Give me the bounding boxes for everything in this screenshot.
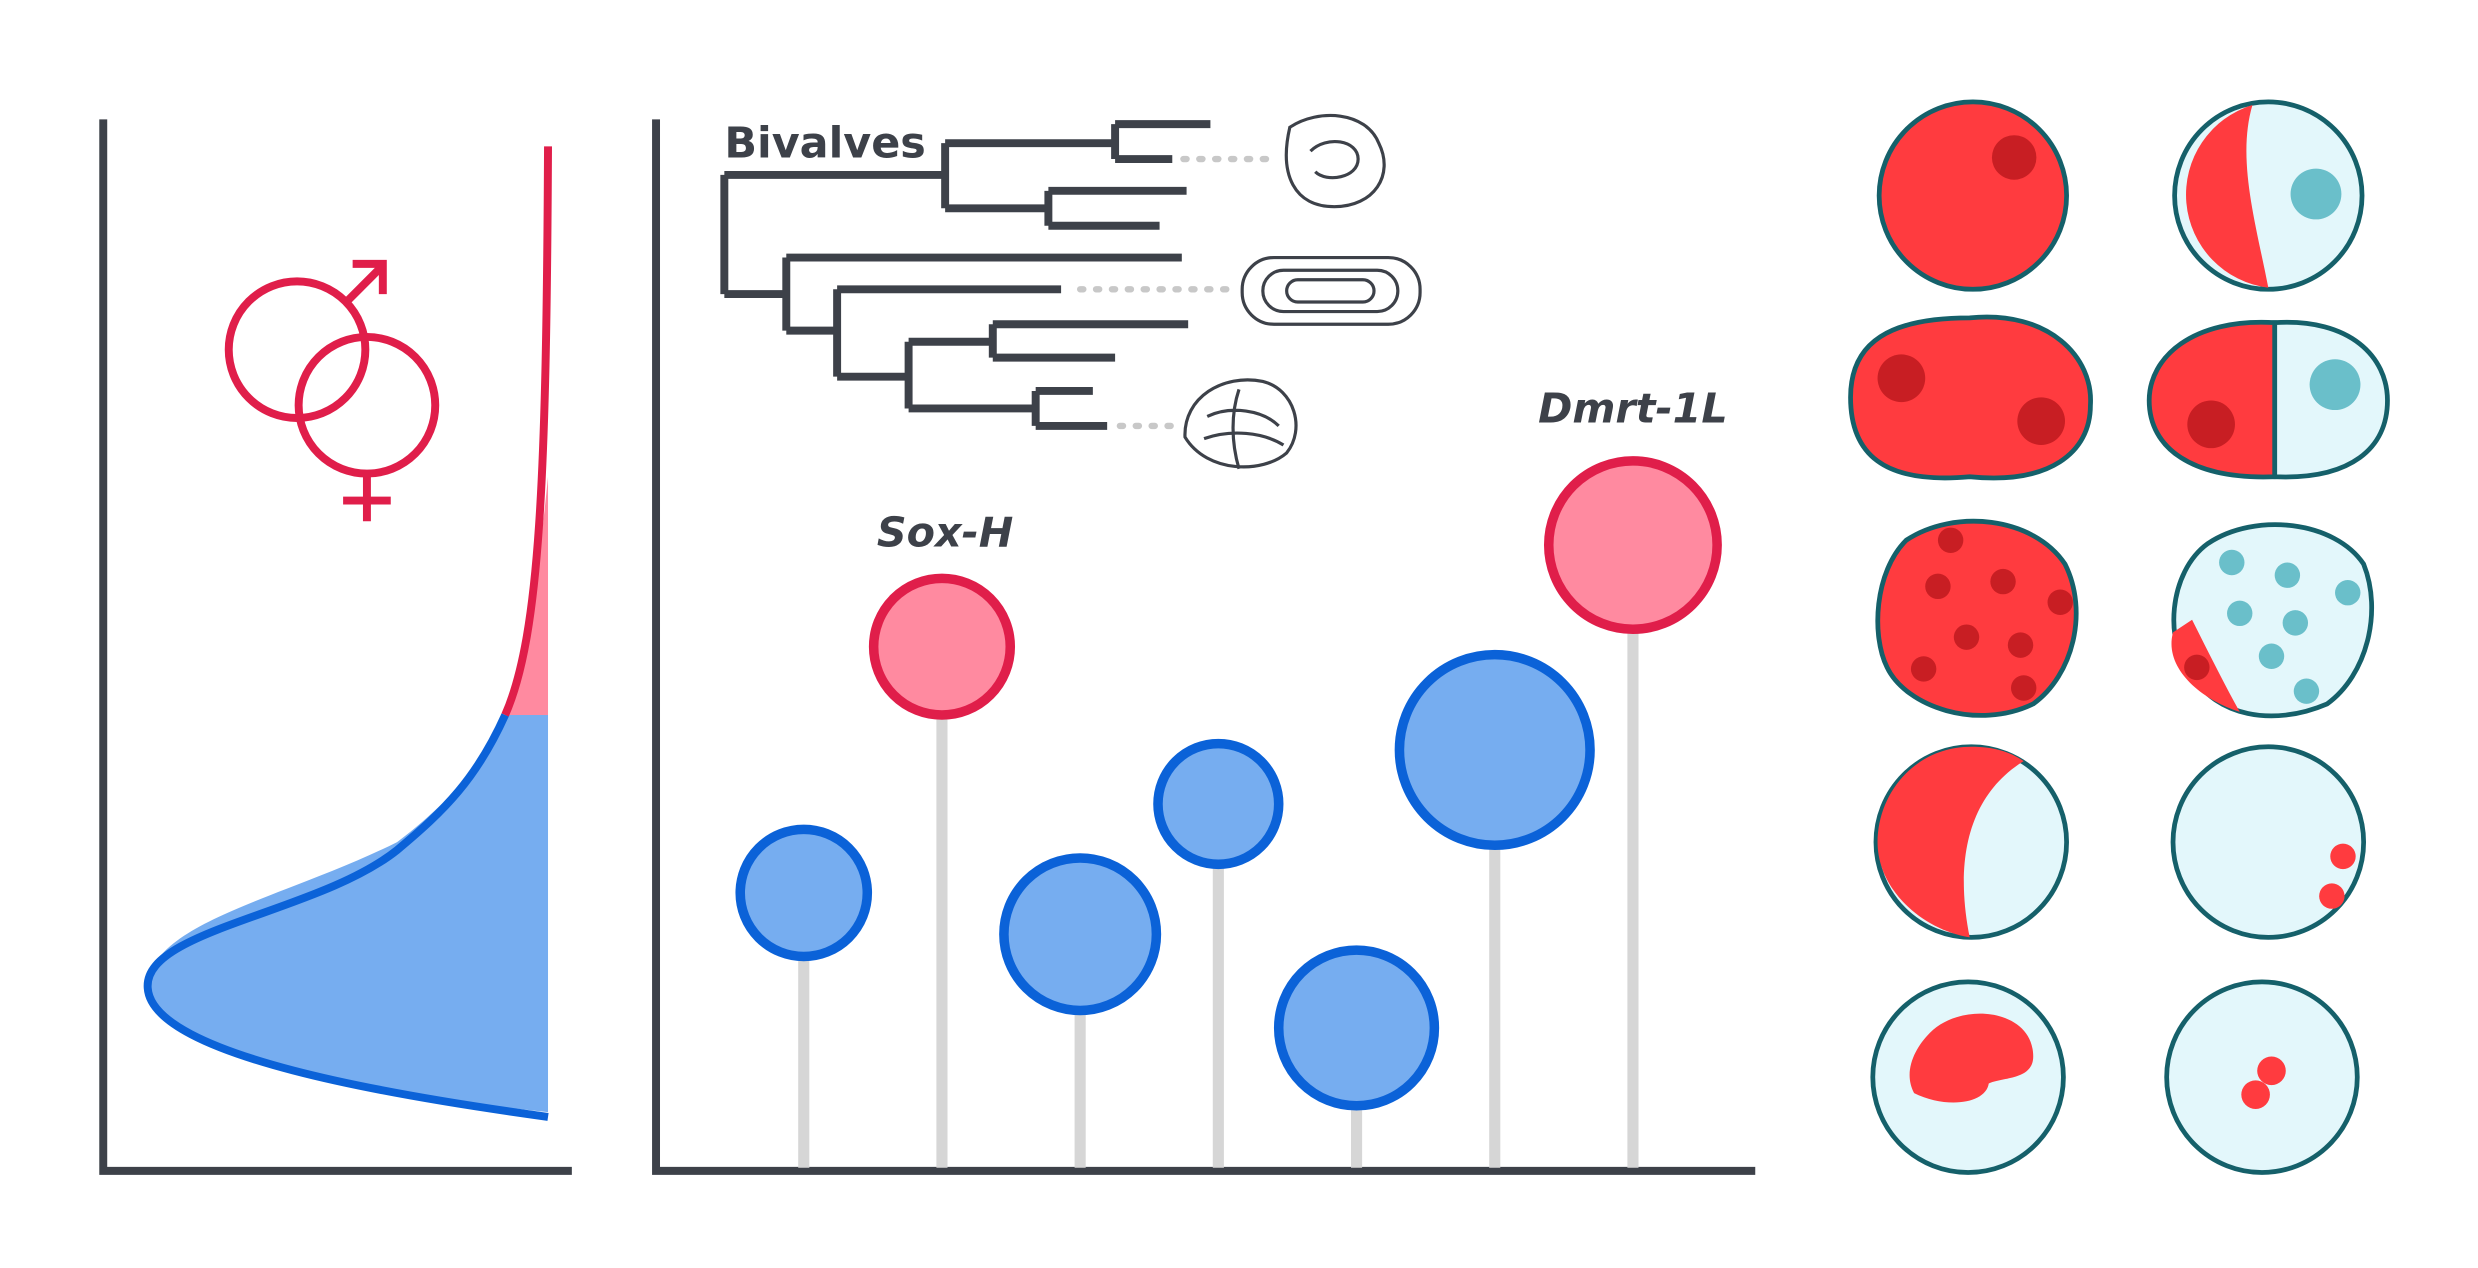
shells — [1183, 114, 1422, 470]
gene-label: Sox-H — [877, 509, 1013, 557]
tree-label: Bivalves — [724, 118, 926, 168]
pink-area — [505, 476, 549, 716]
embryo-cells — [1848, 99, 2390, 1175]
red-curve — [501, 146, 552, 717]
distribution-panel — [99, 119, 572, 1175]
phylogeny — [720, 120, 1211, 430]
blue-area — [147, 715, 549, 1113]
axes — [652, 119, 1756, 1175]
lollipop-panel: Bivalves Sox-H Dmrt-1L — [652, 114, 1756, 1175]
lollipop-heads — [735, 456, 1722, 1111]
sex-symbol — [224, 259, 440, 522]
blue-curve — [143, 713, 549, 1121]
dotted-links — [1076, 155, 1274, 430]
gene-label: Dmrt-1L — [1538, 385, 1728, 433]
axes — [99, 119, 572, 1175]
